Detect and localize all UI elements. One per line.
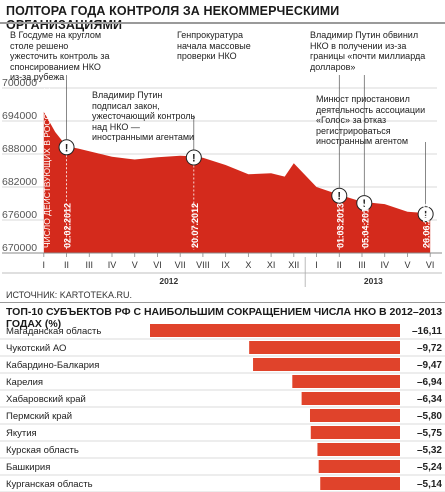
event-date-label: 26.06.2013 [422, 203, 432, 248]
bar [320, 477, 400, 490]
bar [292, 375, 400, 388]
bar [253, 358, 400, 371]
bar-category-label: Курганская область [6, 479, 93, 490]
bar-category-label: Кабардино-Балкария [6, 360, 99, 371]
bar [317, 443, 400, 456]
area-series [43, 111, 431, 253]
event-marker [331, 187, 348, 204]
event-marker-icon: ! [192, 153, 196, 165]
event-marker [185, 149, 202, 166]
bar-category-label: Хабаровский край [6, 394, 86, 405]
event-marker-icon: ! [424, 209, 428, 221]
x-tick-label: V [132, 260, 138, 270]
x-tick-label: V [404, 260, 410, 270]
bar-value-label: –6,34 [417, 394, 442, 405]
bar-category-label: Чукотский АО [6, 343, 66, 354]
event-marker [356, 195, 373, 212]
event-date-label: 20.07.2012 [190, 203, 200, 248]
bar-category-label: Пермский край [6, 411, 72, 422]
annotation-3: Генпрокуратура начала массовые проверки … [177, 30, 251, 61]
bar-value-label: –5,80 [417, 411, 442, 422]
event-marker-icon: ! [362, 198, 366, 210]
bar-category-label: Башкирия [6, 462, 50, 473]
event-marker [58, 139, 75, 156]
x-tick-label: IV [108, 260, 117, 270]
annotation-1: В Госдуме на круглом столе решено ужесто… [10, 30, 110, 82]
y-tick-label: 700000 [2, 77, 37, 89]
x-tick-label: VI [426, 260, 435, 270]
x-tick-label: VII [175, 260, 186, 270]
bar-chart-title: ТОП-10 СУБЪЕКТОВ РФ С НАИБОЛЬШИМ СОКРАЩЕ… [6, 306, 443, 330]
x-tick-label: X [245, 260, 251, 270]
annotation-4: Владимир Путин обвинил НКО в получении и… [310, 30, 426, 72]
section-rule [0, 302, 445, 303]
event-marker-icon: ! [337, 191, 341, 203]
event-marker-icon: ! [65, 142, 69, 154]
x-tick-label: XI [267, 260, 276, 270]
x-tick-label: I [315, 260, 318, 270]
x-tick-label: VIII [196, 260, 210, 270]
bar [301, 392, 400, 405]
x-tick-label: VI [153, 260, 162, 270]
x-tick-label: III [358, 260, 366, 270]
x-tick-label: I [43, 260, 46, 270]
y-axis-label: ЧИСЛО ДЕЙСТВУЮЩИХ В РОССИИ НКО [41, 81, 52, 248]
y-tick-label: 682000 [2, 176, 37, 188]
bar-value-label: –9,72 [417, 343, 442, 354]
x-tick-label: II [64, 260, 69, 270]
bar-value-label: –5,75 [417, 428, 442, 439]
chart-title: ПОЛТОРА ГОДА КОНТРОЛЯ ЗА НЕКОММЕРЧЕСКИМИ… [6, 4, 340, 32]
event-date-label: 05.04.2013 [360, 203, 370, 248]
x-tick-label: XII [288, 260, 299, 270]
area-chart: 700000 694000 688000 682000 676000 670000 ЧИСЛ… [2, 75, 442, 287]
year-label: 2012 [159, 276, 178, 286]
bar-value-label: –5,32 [417, 445, 442, 456]
event-marker [417, 206, 434, 223]
event-date-label: 02.02.2012 [63, 203, 73, 248]
bar [309, 409, 400, 422]
source-note: ИСТОЧНИК: KARTOTEKA.RU. [6, 290, 132, 300]
bar-category-label: Якутия [6, 428, 37, 439]
bar-value-label: –5,14 [417, 479, 442, 490]
y-tick-label: 688000 [2, 143, 37, 155]
year-label: 2013 [364, 276, 383, 286]
bar [310, 426, 400, 439]
y-tick-label: 676000 [2, 209, 37, 221]
y-tick-label: 670000 [2, 242, 37, 254]
title-rule [0, 22, 445, 24]
event-date-label: 01.03.2013 [335, 203, 345, 248]
bar-value-label: –5,24 [417, 462, 442, 473]
annotation-5: Минюст приостановил деятельность ассоциа… [316, 94, 426, 146]
bar [318, 460, 400, 473]
bar-category-label: Курская область [6, 445, 79, 456]
bar-value-label: –9,47 [417, 360, 442, 371]
bar [249, 341, 400, 354]
x-tick-label: IV [380, 260, 389, 270]
x-tick-label: II [337, 260, 342, 270]
x-tick-label: III [86, 260, 94, 270]
y-tick-label: 694000 [2, 110, 37, 122]
bar-category-label: Карелия [6, 377, 43, 388]
annotation-2: Владимир Путин подписал закон, ужесточаю… [92, 90, 196, 142]
x-tick-label: IX [221, 260, 230, 270]
bar-value-label: –6,94 [417, 377, 442, 388]
